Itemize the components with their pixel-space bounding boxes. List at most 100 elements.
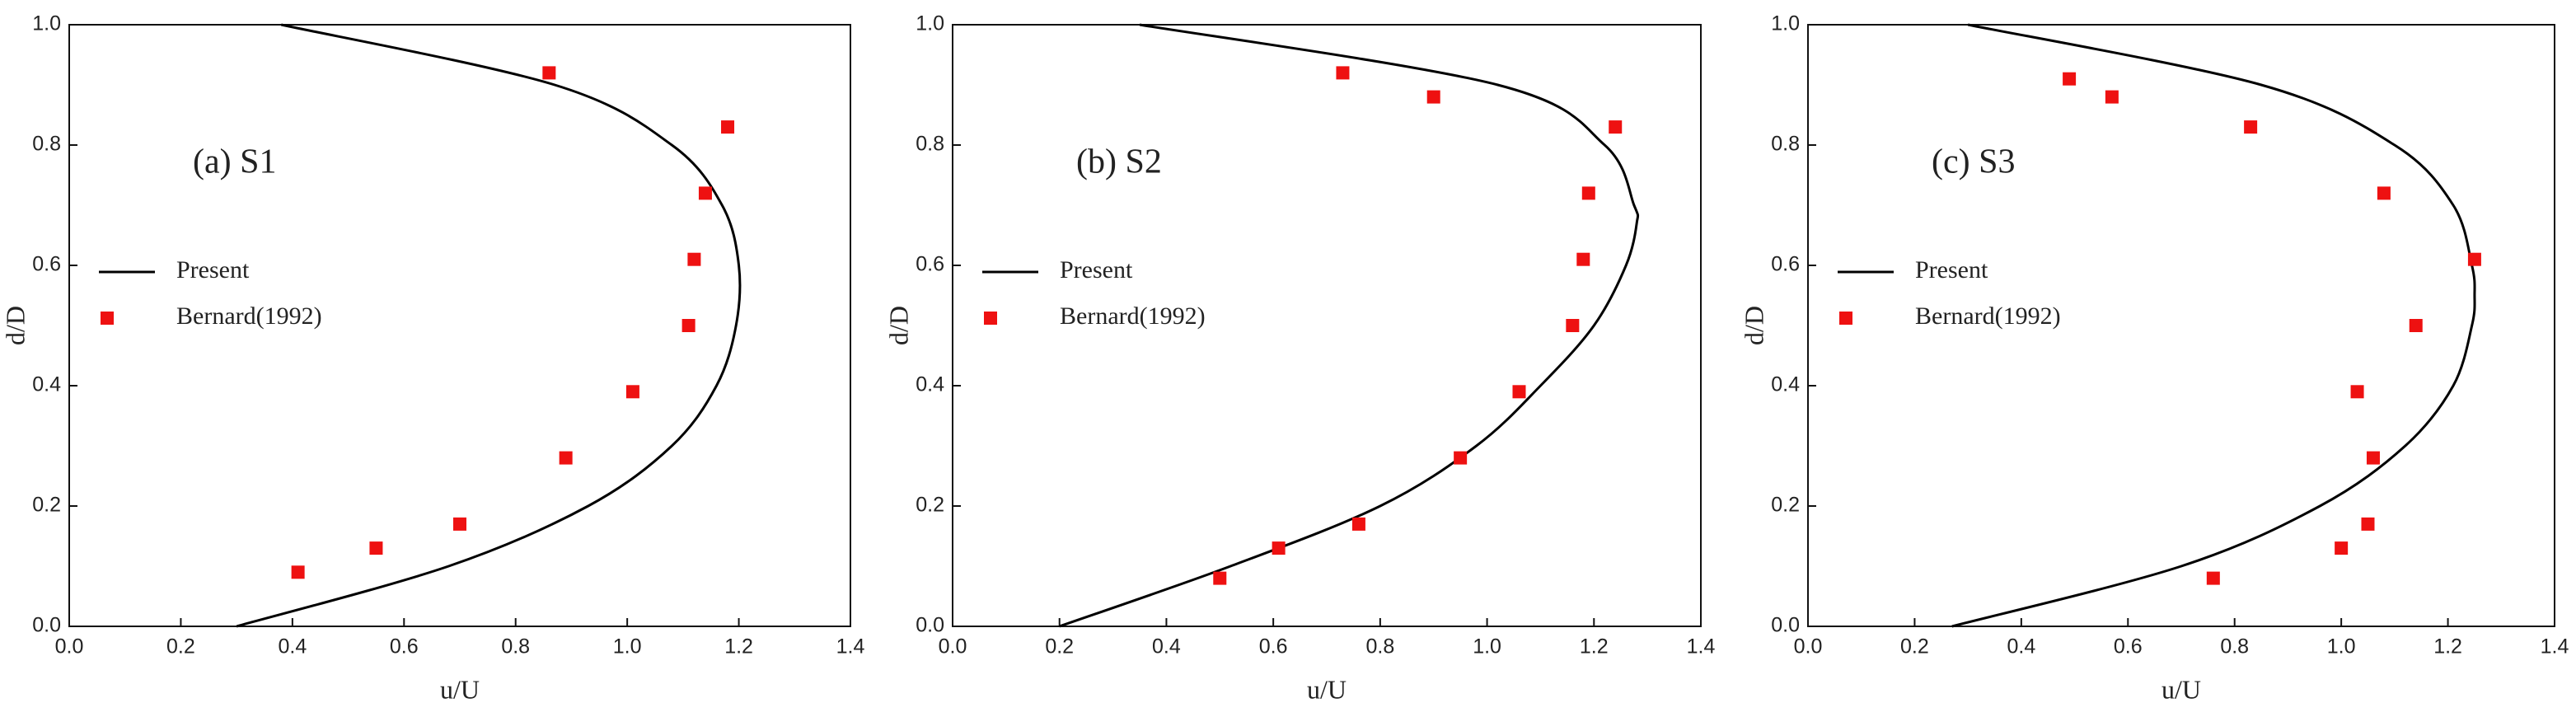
- y-tick-label: 1.0: [916, 12, 944, 35]
- data-point: [625, 385, 639, 399]
- y-axis-label: d/D: [0, 306, 30, 345]
- annotation: (a) S1: [193, 143, 276, 181]
- x-tick-label: 0.0: [55, 635, 84, 658]
- y-tick-label: 0.6: [32, 253, 61, 276]
- data-point: [2244, 120, 2258, 134]
- data-point: [1272, 541, 1286, 555]
- x-tick-label: 1.4: [1687, 635, 1716, 658]
- data-point: [1336, 66, 1350, 80]
- x-tick-label: 0.6: [390, 635, 419, 658]
- data-point: [2409, 319, 2423, 332]
- legend-label: Present: [1915, 256, 1988, 284]
- data-point: [2361, 517, 2375, 531]
- data-point: [1566, 319, 1580, 332]
- y-tick-label: 0.0: [1771, 614, 1800, 637]
- x-tick-label: 1.4: [2541, 635, 2569, 658]
- data-point: [369, 541, 383, 555]
- x-tick-label: 0.2: [1900, 635, 1929, 658]
- x-axis-label: u/U: [1307, 674, 1347, 704]
- data-point: [1454, 451, 1468, 465]
- annotation: (c) S3: [1932, 143, 2015, 181]
- x-tick-label: 1.0: [613, 635, 642, 658]
- y-tick-label: 0.8: [916, 133, 944, 156]
- x-tick-label: 1.0: [1473, 635, 1501, 658]
- x-tick-label: 0.0: [1794, 635, 1823, 658]
- y-tick-label: 1.0: [1771, 12, 1800, 35]
- data-point: [1576, 252, 1590, 266]
- x-tick-label: 0.6: [2114, 635, 2143, 658]
- x-tick-label: 1.0: [2327, 635, 2356, 658]
- y-tick-label: 0.6: [1771, 253, 1800, 276]
- x-tick-label: 1.2: [2433, 635, 2462, 658]
- x-tick-label: 0.8: [501, 635, 530, 658]
- data-point: [698, 186, 712, 200]
- x-tick-label: 0.8: [2220, 635, 2249, 658]
- legend-label: Bernard(1992): [1915, 302, 2061, 330]
- x-tick-label: 0.8: [1365, 635, 1394, 658]
- data-point: [2206, 571, 2220, 585]
- y-tick-label: 0.8: [1771, 133, 1800, 156]
- data-point: [1512, 385, 1526, 399]
- data-point: [2366, 451, 2380, 465]
- x-tick-label: 0.4: [278, 635, 307, 658]
- x-tick-label: 1.2: [724, 635, 753, 658]
- y-tick-label: 0.8: [32, 133, 61, 156]
- x-tick-label: 0.4: [2007, 635, 2035, 658]
- data-point: [2350, 385, 2364, 399]
- data-point: [2105, 90, 2119, 104]
- data-point: [1426, 90, 1440, 104]
- plot-frame: [68, 24, 851, 627]
- present-curve: [1951, 23, 2476, 628]
- legend-label: Present: [176, 256, 250, 284]
- x-tick-label: 1.4: [836, 635, 865, 658]
- data-point: [453, 517, 466, 531]
- x-axis-label: u/U: [2161, 674, 2201, 704]
- x-tick-label: 0.2: [1045, 635, 1074, 658]
- legend-marker: [1839, 312, 1852, 325]
- y-tick-label: 0.6: [916, 253, 944, 276]
- y-tick-label: 0.2: [1771, 494, 1800, 517]
- data-point: [2467, 252, 2481, 266]
- data-point: [2335, 541, 2349, 555]
- plot-frame: [952, 24, 1702, 627]
- x-tick-label: 1.2: [1580, 635, 1609, 658]
- data-point: [542, 66, 556, 80]
- data-point: [1351, 517, 1365, 531]
- legend-marker: [984, 312, 997, 325]
- data-point: [559, 451, 573, 465]
- x-axis-label: u/U: [440, 674, 480, 704]
- data-point: [1609, 120, 1623, 134]
- y-tick-label: 0.4: [1771, 373, 1800, 396]
- plot-frame: [1807, 24, 2555, 627]
- data-point: [681, 319, 696, 332]
- x-tick-label: 0.2: [166, 635, 195, 658]
- data-point: [687, 252, 701, 266]
- y-tick-label: 0.0: [32, 614, 61, 637]
- x-tick-label: 0.0: [939, 635, 967, 658]
- y-axis-label: d/D: [1739, 306, 1768, 345]
- y-tick-label: 0.2: [32, 494, 61, 517]
- data-point: [2063, 72, 2077, 86]
- y-axis-label: d/D: [883, 306, 913, 345]
- data-point: [2377, 186, 2391, 200]
- data-point: [1581, 186, 1595, 200]
- present-curve: [236, 23, 742, 628]
- x-tick-label: 0.4: [1152, 635, 1181, 658]
- y-tick-label: 0.0: [916, 614, 944, 637]
- data-point: [291, 565, 305, 579]
- y-tick-label: 0.4: [32, 373, 61, 396]
- legend-label: Bernard(1992): [176, 302, 322, 330]
- y-tick-label: 0.4: [916, 373, 944, 396]
- legend-marker: [101, 312, 114, 325]
- x-tick-label: 0.6: [1259, 635, 1288, 658]
- data-point: [721, 120, 735, 134]
- legend-label: Present: [1060, 256, 1133, 284]
- annotation: (b) S2: [1076, 143, 1162, 181]
- legend-label: Bernard(1992): [1060, 302, 1206, 330]
- data-point: [1213, 571, 1227, 585]
- y-tick-label: 0.2: [916, 494, 944, 517]
- present-curve: [1059, 23, 1640, 628]
- y-tick-label: 1.0: [32, 12, 61, 35]
